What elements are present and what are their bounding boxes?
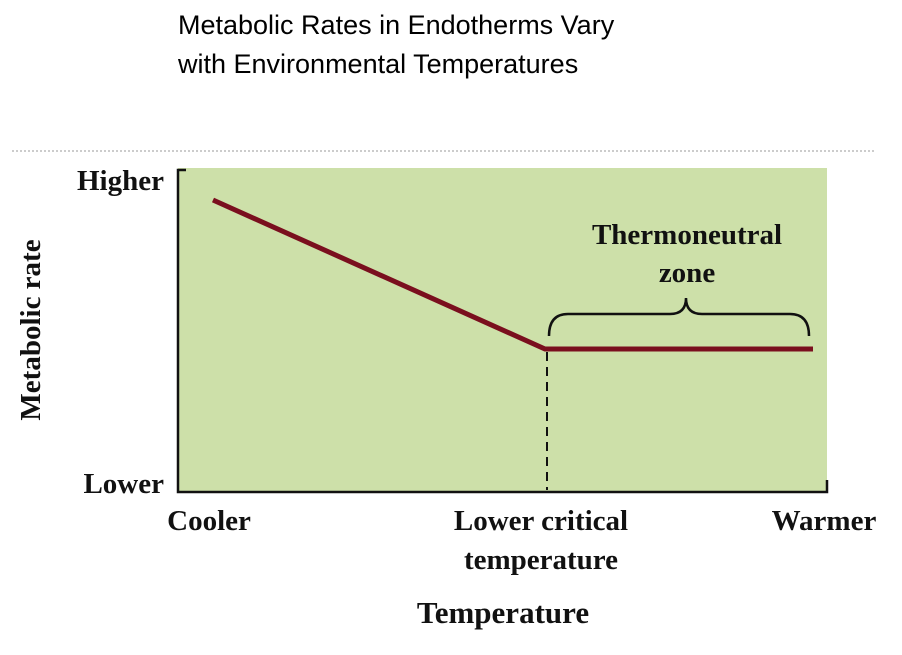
annotation: Thermoneutral	[592, 219, 782, 251]
title-line: with Environmental Temperatures	[177, 49, 578, 79]
axes	[176, 168, 829, 494]
x-middle-label: Lower critical	[454, 505, 628, 537]
x-left-label: Cooler	[167, 505, 251, 537]
metabolic-curve	[211, 197, 813, 352]
y-axis-title: Metabolic rate	[15, 239, 47, 420]
y-bottom-label: Lower	[83, 468, 164, 500]
x-middle-label: temperature	[464, 544, 618, 576]
title-line: Metabolic Rates in Endotherms Vary	[178, 10, 615, 40]
brace	[547, 297, 811, 337]
annotation: zone	[659, 257, 716, 289]
x-axis-title: Temperature	[417, 595, 589, 630]
y-top-label: Higher	[77, 165, 164, 197]
x-right-label: Warmer	[772, 505, 877, 537]
